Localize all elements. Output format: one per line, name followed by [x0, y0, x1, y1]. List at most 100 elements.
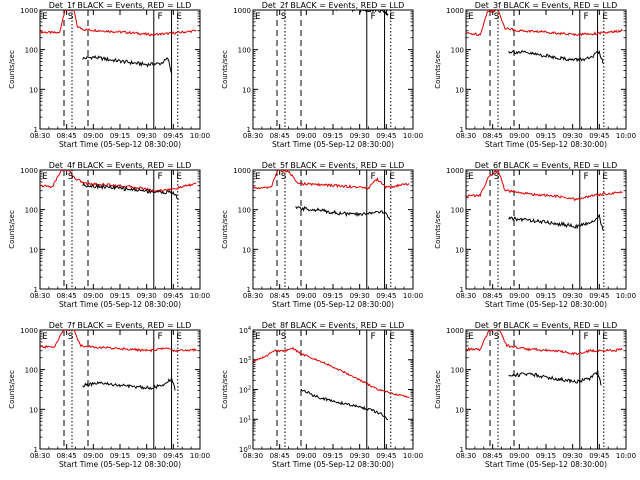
y-tick-label: 101: [239, 415, 251, 424]
flag-label-s: S: [68, 12, 74, 22]
y-tick-label: 1000: [20, 167, 38, 175]
x-tick-label: 10:00: [616, 452, 636, 460]
flag-label-s: S: [494, 172, 500, 182]
x-tick-label: 09:00: [296, 292, 316, 300]
x-tick-label: 08:45: [57, 292, 77, 300]
flag-label-e: E: [602, 172, 608, 182]
x-tick-label: 08:30: [30, 452, 50, 460]
x-tick-label: 09:00: [509, 452, 529, 460]
y-axis-label: Counts/sec: [8, 50, 16, 89]
x-tick-label: 09:00: [509, 292, 529, 300]
flag-label-s: S: [68, 332, 74, 342]
y-tick-label: 1000: [446, 167, 464, 175]
y-axis-label: Counts/sec: [8, 370, 16, 409]
chart-panel-1: Det_1f BLACK = Events, RED = LLD 1 10 100 10…: [8, 1, 210, 149]
x-tick-label: 09:00: [83, 452, 103, 460]
x-axis-label: Start Time (05-Sep-12 08:30:00): [485, 140, 607, 149]
y-tick-label: 10: [29, 246, 38, 254]
y-axis-label: Counts/sec: [434, 50, 442, 89]
y-tick-label: 100: [25, 207, 38, 215]
series-black-line: [300, 388, 389, 421]
y-tick-label: 100: [25, 47, 38, 55]
flag-label-e: E: [42, 12, 48, 22]
y-tick-label: 104: [239, 326, 251, 335]
x-tick-label: 08:30: [30, 292, 50, 300]
x-tick-label: 09:45: [589, 132, 609, 140]
flag-label-e: E: [389, 12, 395, 22]
y-tick-label: 100: [238, 47, 251, 55]
x-tick-label: 09:30: [563, 292, 583, 300]
x-tick-label: 09:15: [323, 132, 343, 140]
series-red-line: [253, 346, 410, 398]
x-axis-label: Start Time (05-Sep-12 08:30:00): [485, 460, 607, 469]
x-tick-label: 09:30: [137, 452, 157, 460]
plot-content: [40, 330, 197, 449]
chart-panel-2: Det_2f BLACK = Events, RED = LLD 1 10 100 10…: [221, 1, 423, 149]
plot-content: [253, 170, 410, 289]
series-red-line: [466, 330, 623, 356]
plot-content: [466, 170, 623, 289]
x-tick-label: 08:45: [270, 292, 290, 300]
chart-title: Det_9f BLACK = Events, RED = LLD: [475, 321, 618, 330]
series-red-line: [40, 170, 197, 192]
series-red-line: [40, 10, 197, 37]
x-tick-label: 09:30: [137, 132, 157, 140]
y-tick-label: 1: [460, 126, 464, 134]
flag-label-e: E: [468, 172, 474, 182]
flag-label-f: F: [584, 332, 589, 342]
x-axis-label: Start Time (05-Sep-12 08:30:00): [272, 140, 394, 149]
x-tick-label: 09:30: [137, 292, 157, 300]
flag-label-f: F: [158, 332, 163, 342]
chart-panel-7: Det_7f BLACK = Events, RED = LLD 1 10 100 10…: [8, 321, 210, 469]
series-black-line: [82, 377, 176, 391]
y-tick-label: 1000: [20, 7, 38, 15]
x-tick-label: 08:30: [243, 452, 263, 460]
series-black-line: [323, 10, 389, 17]
y-tick-label: 100: [25, 367, 38, 375]
x-tick-label: 08:45: [270, 452, 290, 460]
series-red-line: [253, 170, 410, 190]
x-tick-label: 09:15: [323, 292, 343, 300]
y-tick-label: 1: [34, 446, 38, 454]
y-axis-label: Counts/sec: [221, 210, 229, 249]
x-tick-label: 09:45: [376, 132, 396, 140]
x-tick-label: 10:00: [190, 292, 210, 300]
x-tick-label: 08:30: [243, 132, 263, 140]
x-tick-label: 09:30: [563, 132, 583, 140]
flag-label-e: E: [389, 332, 395, 342]
series-black-line: [508, 370, 602, 386]
y-tick-label: 1000: [233, 7, 251, 15]
x-tick-label: 10:00: [190, 452, 210, 460]
x-tick-label: 10:00: [616, 292, 636, 300]
flag-label-e: E: [176, 172, 182, 182]
flag-label-s: S: [281, 172, 287, 182]
y-tick-label: 10: [29, 406, 38, 414]
y-tick-label: 10: [455, 406, 464, 414]
x-axis-label: Start Time (05-Sep-12 08:30:00): [59, 140, 181, 149]
flag-label-e: E: [468, 12, 474, 22]
y-tick-label: 10: [455, 246, 464, 254]
x-tick-label: 10:00: [403, 452, 423, 460]
x-axis-label: Start Time (05-Sep-12 08:30:00): [272, 300, 394, 309]
chart-title: Det_2f BLACK = Events, RED = LLD: [262, 1, 405, 10]
x-tick-label: 09:15: [110, 452, 130, 460]
x-tick-label: 08:30: [243, 292, 263, 300]
chart-title: Det_1f BLACK = Events, RED = LLD: [49, 1, 192, 10]
flag-label-s: S: [281, 332, 287, 342]
x-tick-label: 09:15: [110, 132, 130, 140]
y-tick-label: 100: [239, 445, 251, 454]
chart-panel-8: Det_8f BLACK = Events, RED = LLD 100 101 10…: [221, 321, 423, 469]
y-tick-label: 10: [242, 86, 251, 94]
chart-title: Det_6f BLACK = Events, RED = LLD: [475, 161, 618, 170]
x-tick-label: 09:15: [536, 292, 556, 300]
y-axis-label: Counts/sec: [8, 210, 16, 249]
chart-panel-6: Det_6f BLACK = Events, RED = LLD 1 10 100 10…: [434, 161, 636, 309]
series-black-line: [508, 213, 604, 231]
flag-label-e: E: [176, 332, 182, 342]
x-tick-label: 09:00: [296, 132, 316, 140]
plot-content: [276, 10, 392, 129]
flag-label-e: E: [255, 12, 261, 22]
x-axis-label: Start Time (05-Sep-12 08:30:00): [485, 300, 607, 309]
x-axis-label: Start Time (05-Sep-12 08:30:00): [59, 300, 181, 309]
